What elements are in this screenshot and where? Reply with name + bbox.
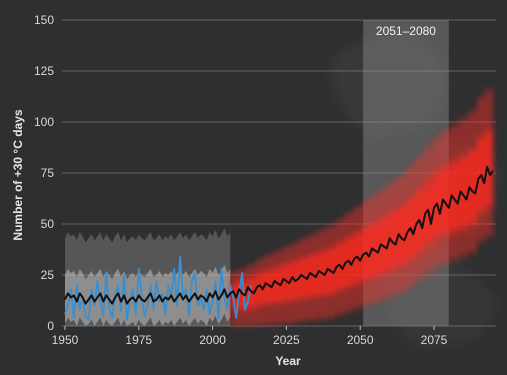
mean-line — [64, 165, 494, 305]
observed-line — [64, 255, 252, 321]
x-axis-title: Year — [275, 354, 301, 368]
y-tick-label-50: 50 — [41, 217, 55, 231]
x-tick-label-1975: 1975 — [125, 333, 152, 347]
y-tick-label-25: 25 — [41, 268, 55, 282]
observed-series — [64, 255, 252, 321]
y-tick-label-75: 75 — [41, 166, 55, 180]
mean-series — [64, 165, 494, 305]
projection-band-inner — [230, 124, 494, 315]
x-tick-label-2050: 2050 — [347, 333, 374, 347]
y-tick-label-100: 100 — [34, 115, 54, 129]
x-tick-label-2025: 2025 — [273, 333, 300, 347]
y-axis-ticks: 0 25 50 75 100 125 150 — [34, 13, 54, 333]
y-tick-label-0: 0 — [47, 319, 54, 333]
x-axis-ticks: 1950 1975 2000 2025 2050 2075 — [52, 326, 448, 347]
x-tick-label-1950: 1950 — [52, 333, 79, 347]
projection-band-group — [230, 84, 494, 327]
projection-band — [230, 84, 494, 327]
y-tick-label-125: 125 — [34, 64, 54, 78]
x-tick-label-2075: 2075 — [421, 333, 448, 347]
period-label: 2051–2080 — [376, 24, 436, 38]
y-axis-title: Number of +30 °C days — [11, 109, 25, 241]
y-tick-label-150: 150 — [34, 13, 54, 27]
x-tick-label-2000: 2000 — [199, 333, 226, 347]
